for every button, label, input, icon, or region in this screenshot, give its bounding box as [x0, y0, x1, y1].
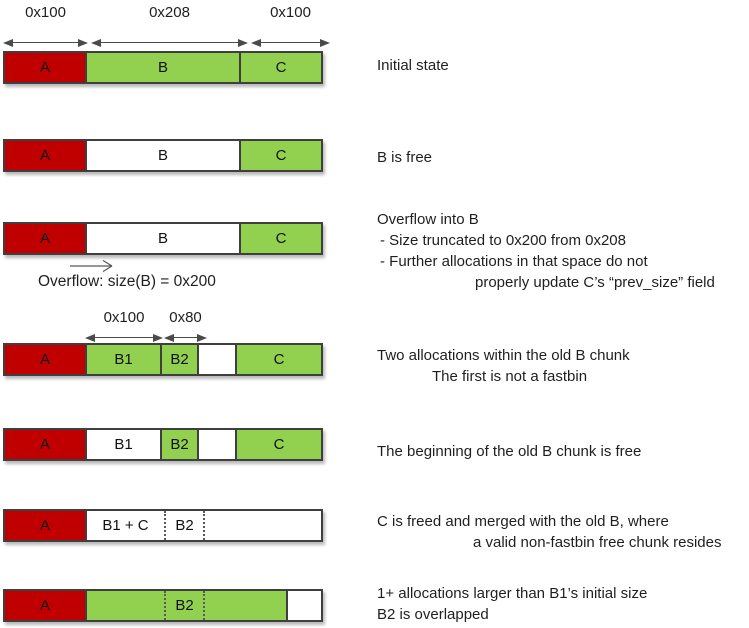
segment-a: A: [5, 511, 85, 540]
segment-b2: B2: [160, 345, 197, 374]
measure-label: 0x100: [103, 309, 145, 326]
segment-a: A: [5, 224, 85, 253]
chunk-zone: [205, 511, 321, 540]
segment-b1: B1: [85, 430, 160, 459]
caption-line: B is free: [377, 149, 433, 166]
segment-label: A: [39, 59, 50, 76]
caption-overflow-into-b: Overflow into B - Size truncated to 0x200…: [377, 209, 715, 293]
zone-label: B2: [175, 517, 194, 534]
segment-label: A: [39, 436, 50, 453]
measure-line: [258, 42, 323, 43]
chunk-zone: [87, 591, 164, 620]
segment-c: C: [235, 345, 321, 374]
segment-a: A: [5, 141, 85, 170]
measure-label: 0x100: [25, 4, 66, 21]
measure-arrow-icon: [164, 333, 207, 342]
memory-bar-overflow-into-b: A B C: [3, 222, 323, 255]
segment-label: C: [275, 59, 287, 76]
segment-a: A: [5, 591, 85, 620]
caption-line: Initial state: [377, 57, 449, 74]
measure-label: 0x100: [270, 4, 311, 21]
measure-label: 0x80: [169, 309, 202, 326]
caption-two-allocations: Two allocations within the old B chunk Th…: [377, 345, 630, 387]
caption-line: B2 is overlapped: [377, 606, 489, 623]
segment-c: C: [235, 430, 321, 459]
segment-label: A: [39, 597, 50, 614]
measure-label: 0x208: [149, 4, 190, 21]
segment-label: C: [275, 147, 287, 164]
chunk-zone: B1 + C: [87, 511, 164, 540]
segment-free-space: B2: [85, 591, 286, 620]
segment-label: A: [39, 351, 50, 368]
measure-line: [98, 42, 241, 43]
segment-label: B1: [114, 436, 133, 453]
segment-b: B: [85, 53, 239, 82]
overlapped-chunk-zone: B2: [164, 511, 205, 540]
measure-line: [92, 337, 156, 338]
segment-label: B: [157, 147, 168, 164]
chunk-zone: [205, 591, 286, 620]
overflow-arrow-icon: [70, 259, 113, 272]
segment-free-space: B1 + C B2: [85, 511, 321, 540]
zone-label: B1 + C: [102, 517, 149, 534]
memory-bar-c-merged: A B1 + C B2: [3, 509, 323, 542]
caption-line: The first is not a fastbin: [432, 368, 588, 385]
segment-label: A: [39, 230, 50, 247]
caption-line: C is freed and merged with the old B, wh…: [377, 513, 669, 530]
memory-bar-two-allocations: A B1 B2 C: [3, 343, 323, 376]
caption-line: Overflow into B: [377, 211, 479, 228]
caption-line: properly update C’s “prev_size” field: [475, 274, 715, 291]
segment-label: C: [275, 230, 287, 247]
segment-b1: B1: [85, 345, 160, 374]
measure-line: [10, 42, 81, 43]
segment-label: C: [273, 436, 285, 453]
caption-line: The beginning of the old B chunk is free: [377, 443, 642, 460]
measure-line: [171, 337, 200, 338]
segment-label: B1: [114, 351, 133, 368]
caption-b2-overlapped: 1+ allocations larger than B1’s initial …: [377, 583, 647, 625]
segment-label: B: [157, 59, 168, 76]
segment-a: A: [5, 345, 85, 374]
segment-label: B: [157, 230, 168, 247]
segment-a: A: [5, 53, 85, 82]
memory-bar-initial-state: A B C: [3, 51, 323, 84]
measure-arrow-icon: [85, 333, 163, 342]
segment-label: B2: [170, 351, 189, 368]
caption-line: 1+ allocations larger than B1’s initial …: [377, 585, 648, 602]
overlapped-chunk-zone: B2: [164, 591, 205, 620]
caption-c-merged: C is freed and merged with the old B, wh…: [377, 511, 721, 553]
overflow-annotation: Overflow: size(B) = 0x200: [38, 257, 216, 291]
measure-arrow-icon: [91, 38, 248, 47]
segment-b2: B2: [160, 430, 197, 459]
segment-b: B: [85, 141, 239, 170]
zone-label: B2: [175, 597, 194, 614]
memory-bar-b2-overlapped: A B2: [3, 589, 323, 622]
segment-c: C: [239, 53, 321, 82]
caption-line: Two allocations within the old B chunk: [377, 347, 630, 364]
overflow-text: Overflow: size(B) = 0x200: [38, 273, 216, 290]
segment-free-space: [286, 591, 321, 620]
caption-line: - Further allocations in that space do n…: [380, 253, 648, 270]
caption-b-free: B is free: [377, 147, 432, 168]
caption-line: a valid non-fastbin free chunk resides: [473, 534, 722, 551]
segment-free-space: [197, 430, 235, 459]
segment-label: B2: [170, 436, 189, 453]
segment-b: B: [85, 224, 239, 253]
segment-c: C: [239, 224, 321, 253]
segment-label: A: [39, 147, 50, 164]
caption-b1-free: The beginning of the old B chunk is free: [377, 441, 641, 462]
segment-label: A: [39, 517, 50, 534]
measure-arrow-icon: [251, 38, 330, 47]
caption-initial-state: Initial state: [377, 55, 449, 76]
segment-free-space: [197, 345, 235, 374]
measure-arrow-icon: [3, 38, 88, 47]
segment-a: A: [5, 430, 85, 459]
segment-c: C: [239, 141, 321, 170]
segment-label: C: [273, 351, 285, 368]
memory-bar-b-free: A B C: [3, 139, 323, 172]
caption-line: - Size truncated to 0x200 from 0x208: [380, 232, 626, 249]
memory-bar-b1-free: A B1 B2 C: [3, 428, 323, 461]
